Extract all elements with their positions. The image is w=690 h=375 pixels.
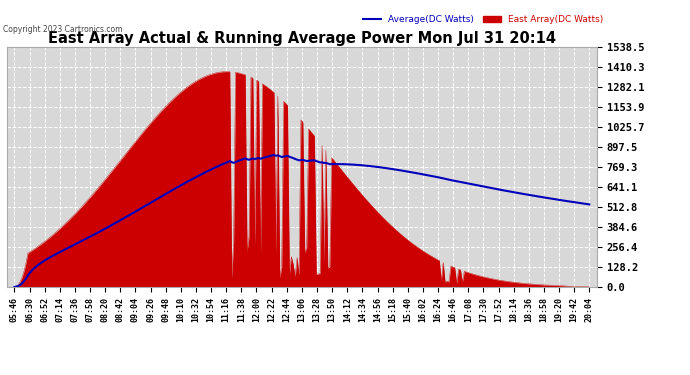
Text: Copyright 2023 Cartronics.com: Copyright 2023 Cartronics.com bbox=[3, 25, 123, 34]
Legend: Average(DC Watts), East Array(DC Watts): Average(DC Watts), East Array(DC Watts) bbox=[359, 11, 607, 27]
Title: East Array Actual & Running Average Power Mon Jul 31 20:14: East Array Actual & Running Average Powe… bbox=[48, 31, 556, 46]
